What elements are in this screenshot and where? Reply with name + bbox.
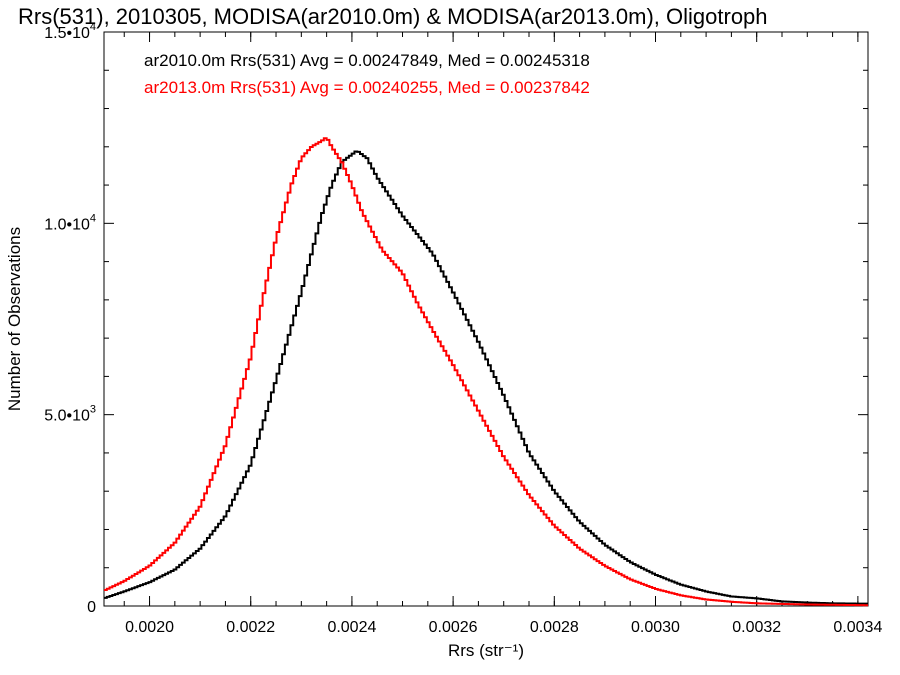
legend-entry-ar2010: ar2010.0m Rrs(531) Avg = 0.00247849, Med…: [144, 51, 590, 70]
y-tick-label: 1.5•104: [44, 21, 96, 42]
chart-title: Rrs(531), 2010305, MODISA(ar2010.0m) & M…: [18, 4, 768, 29]
y-tick-label: 1.0•104: [44, 212, 96, 233]
series-group: [104, 137, 868, 607]
y-tick-exponent: 4: [90, 212, 96, 224]
x-tick-label: 0.0030: [631, 619, 680, 636]
x-axis-label: Rrs (str⁻¹): [448, 641, 524, 660]
plot-frame: [103, 31, 869, 607]
x-tick-label: 0.0024: [327, 619, 376, 636]
x-tick-label: 0.0022: [226, 619, 275, 636]
y-tick-exponent: 3: [90, 404, 96, 416]
y-tick-mantissa: 1.0•10: [44, 216, 90, 233]
x-tick-labels: 0.0020 0.0022 0.0024 0.0026 0.0028 0.0030 0.00…: [125, 619, 882, 636]
legend-entry-ar2013: ar2013.0m Rrs(531) Avg = 0.00240255, Med…: [144, 78, 590, 97]
y-tick-exponent: 4: [90, 21, 96, 33]
y-tick-label: 0: [87, 599, 96, 616]
y-tick-mantissa: 5.0•10: [44, 408, 90, 425]
x-tick-label: 0.0028: [530, 619, 579, 636]
y-axis-label: Number of Observations: [5, 227, 24, 411]
x-tick-label: 0.0034: [833, 619, 882, 636]
y-tick-mantissa: 0: [87, 599, 96, 616]
y-tick-mantissa: 1.5•10: [44, 25, 90, 42]
series-line-1: [104, 137, 868, 607]
x-tick-label: 0.0026: [429, 619, 478, 636]
y-tick-label: 5.0•103: [44, 404, 96, 425]
x-tick-label: 0.0032: [732, 619, 781, 636]
series-line-0: [104, 150, 868, 605]
x-tick-label: 0.0020: [125, 619, 174, 636]
